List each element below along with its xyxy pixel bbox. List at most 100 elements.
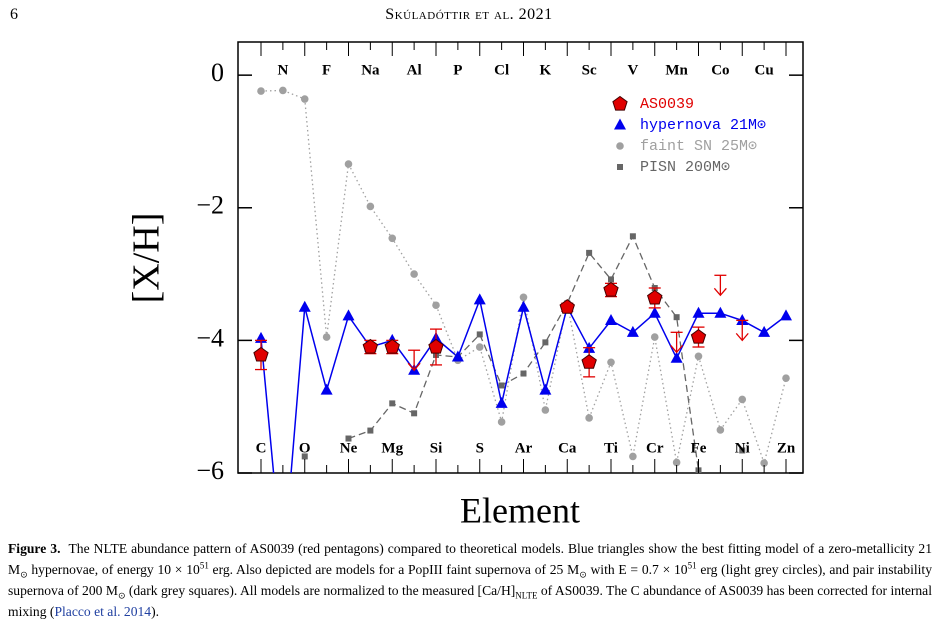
triangle-marker [539,383,552,395]
caption-text: ⊙ [117,590,126,601]
square-marker [739,447,746,454]
caption-text: ⊙ [20,569,28,580]
triangle-marker [320,383,333,395]
circle-marker [432,301,440,310]
pentagon-marker [581,354,597,369]
x-tick-label: Na [361,62,380,78]
square-marker [608,276,614,283]
running-title: Skúladóttir et al. 2021 [385,6,553,23]
upper-limit-head [670,344,684,354]
pentagon-marker [384,338,400,354]
x-tick-label: Ti [604,440,618,456]
legend-label: AS0039 [640,96,694,113]
circle-marker [344,160,353,168]
chart: Element [X/H] 0 −2 −4 −6 C N O F Ne Na Mg Al Si P S Cl A… [126,41,804,530]
circle-marker [475,343,484,351]
x-tick-label: Mg [381,440,403,456]
caption-text: hypernovae, of energy 10 × 10 [27,562,200,577]
circle-marker [300,95,309,103]
circle-marker [497,418,506,426]
x-tick-label: F [322,62,331,78]
triangle-marker [758,325,771,337]
triangle-marker [473,293,486,305]
upper-limit [735,319,749,342]
triangle-marker [648,306,661,318]
legend-label: faint SN 25M⊙ [640,138,757,155]
square-marker [389,400,396,407]
square-marker [673,314,680,321]
circle-marker [616,142,624,150]
caption-text: 51 [199,560,209,571]
x-tick-label: Ar [515,440,533,456]
x-tick-label: V [627,62,638,78]
triangle-marker [780,309,792,321]
upper-limit [713,274,727,297]
x-tick-label: N [277,62,288,78]
x-tick-label: Ne [340,440,358,456]
y-tick-label: −6 [196,456,224,485]
x-tick-label: C [256,440,267,456]
triangle-marker [517,300,530,312]
caption-text: (dark grey squares). All models are norm… [125,583,516,598]
x-tick-label: P [453,62,462,78]
circle-marker [760,459,768,467]
x-tick-label: Ni [735,440,750,456]
upper-limit [407,349,421,372]
square-marker [411,410,418,417]
plot-frame [237,41,804,474]
triangle-marker [605,313,617,325]
x-tick-label: K [540,62,552,78]
citation-link[interactable]: Placco et al. 2014 [54,604,152,619]
circle-marker [388,234,397,243]
x-tick-label: Cl [494,62,509,78]
circle-marker [541,406,550,414]
caption-text: erg. Also depicted are models for a PopI… [208,562,580,577]
caption-label: Figure 3. [8,541,61,556]
circle-marker [279,86,287,95]
square-marker [367,427,374,434]
upper-limit-head [713,287,727,297]
caption-text: NLTE [515,590,538,601]
circle-marker [607,358,615,367]
x-tick-label: Cr [646,440,664,456]
upper-limit [670,331,684,354]
x-tick-label: Ca [558,440,577,456]
circle-marker [672,458,681,467]
triangle-marker [670,351,683,363]
caption-text: ). [151,604,160,619]
y-tick-label: −4 [196,323,224,352]
x-tick-label: Mn [665,62,688,78]
circle-marker [585,414,593,422]
page-number: 6 [10,6,18,23]
x-tick-label: Cu [755,62,774,78]
caption-text: of AS0039. The C abundance of AS0039 has… [8,583,932,619]
legend-label: PISN 200M⊙ [640,159,730,176]
circle-marker [629,452,637,461]
y-tick-label: 0 [211,58,224,87]
x-tick-label: S [476,440,484,456]
y-tick-label: −2 [196,191,224,220]
x-axis-label: Element [460,490,580,530]
plot-area [253,86,792,473]
upper-limit-head [407,362,421,372]
x-tick-label: O [299,440,311,456]
caption-text: with E = 0.7 × 10 [586,562,688,577]
pentagon-marker [612,95,628,111]
caption-text: erg (light grey circles), and pair insta… [8,562,933,598]
circle-marker [366,202,375,211]
triangle-marker [692,306,705,318]
square-marker [520,370,527,377]
square-marker [629,233,636,240]
circle-marker [716,426,725,434]
triangle-marker [495,396,508,408]
circle-marker [519,293,528,302]
square-marker [542,339,549,346]
pentagon-marker [647,289,663,305]
triangle-marker [614,118,626,130]
square-marker [498,382,505,389]
x-tick-label: Si [430,440,443,456]
triangle-marker [298,300,311,312]
triangle-marker [736,313,749,325]
square-marker [617,164,623,170]
